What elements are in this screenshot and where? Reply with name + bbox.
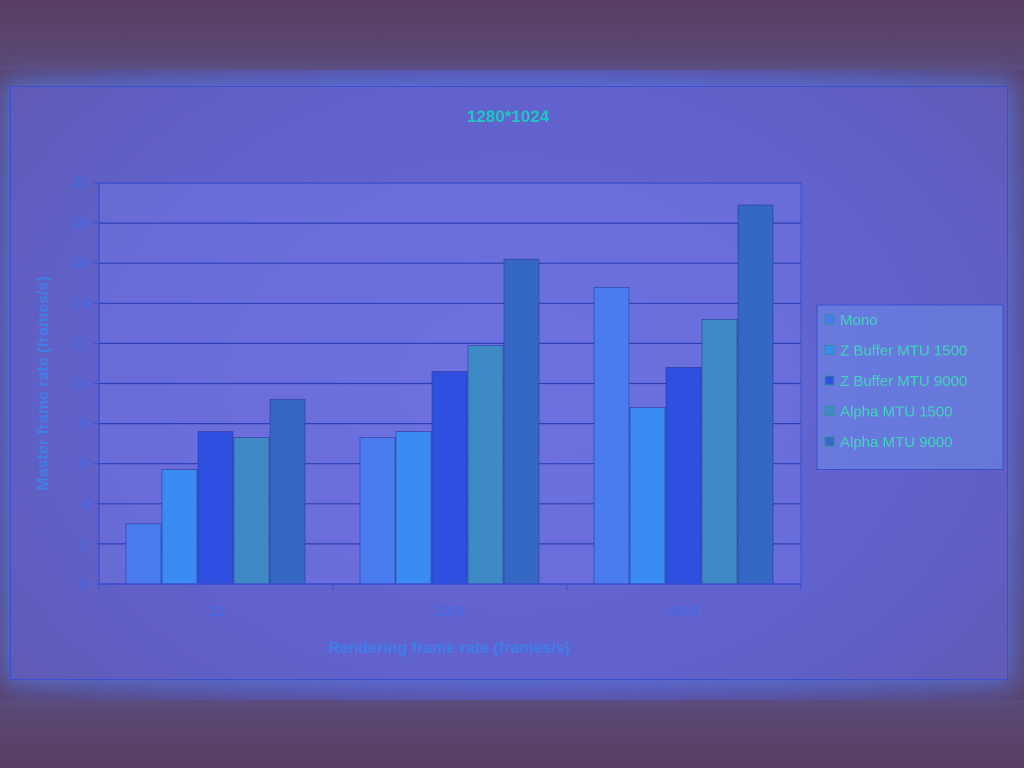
bar	[359, 437, 396, 585]
y-tick-label: 12	[72, 335, 89, 352]
bars	[125, 204, 774, 585]
bar	[431, 371, 468, 585]
chart-title: 1280*1024	[467, 107, 550, 126]
axes	[98, 182, 802, 590]
legend-entry: Alpha MTU 9000	[840, 434, 953, 451]
y-tick-label: 20	[72, 175, 89, 192]
x-tick-label: 29,8	[435, 603, 464, 620]
y-tick-label: 16	[72, 255, 89, 272]
x-axis-title: Rendering frame rate (frames/s)	[328, 640, 570, 657]
x-tick-label: 59,8	[669, 603, 698, 620]
bar	[395, 431, 432, 585]
bar	[593, 286, 630, 585]
y-tick-label: 4	[81, 496, 89, 513]
y-tick-label: 2	[81, 536, 89, 553]
bar	[161, 469, 198, 585]
bar	[125, 523, 162, 585]
legend-box	[816, 304, 1004, 470]
bar	[197, 431, 234, 585]
bar	[269, 399, 306, 585]
y-axis-title: Master frame rate (frames/s)	[35, 276, 52, 490]
bar	[629, 407, 666, 585]
bar	[233, 437, 270, 585]
bar	[467, 345, 504, 585]
top-background	[0, 0, 1024, 70]
legend-swatch	[824, 314, 835, 325]
legend-swatch	[824, 436, 835, 447]
bar	[737, 204, 774, 585]
bar	[665, 367, 702, 585]
legend-swatch	[824, 406, 835, 416]
x-tick-label: 12	[208, 603, 225, 620]
y-tick-label: 18	[72, 215, 89, 232]
legend-entry: Z Buffer MTU 9000	[840, 373, 967, 390]
legend-swatch	[824, 375, 835, 386]
y-tick-label: 8	[81, 416, 89, 433]
y-tick-label: 0	[81, 576, 89, 593]
legend-entry: Alpha MTU 1500	[840, 404, 953, 421]
legend: Mono Z Buffer MTU 1500 Z Buffer MTU 9000 Al…	[816, 304, 1004, 470]
legend-entry: Z Buffer MTU 1500	[840, 343, 967, 360]
y-tick-label: 6	[81, 456, 89, 473]
bar-chart: 0 2 4 6 8 10 12 14 16 18 20 12 29,8 59,8 1280*1024 Re…	[35, 107, 1004, 657]
chart-panel: 0 2 4 6 8 10 12 14 16 18 20 12 29,8 59,8 1280*1024 Re…	[10, 86, 1008, 680]
tick-labels: 0 2 4 6 8 10 12 14 16 18 20 12 29,8 59,8	[72, 175, 698, 620]
y-tick-label: 14	[72, 295, 89, 312]
y-tick-label: 10	[72, 376, 89, 393]
legend-entry: Mono	[840, 312, 878, 329]
legend-swatch	[824, 345, 835, 355]
bottom-background	[0, 700, 1024, 768]
bar	[503, 258, 540, 585]
bar	[701, 319, 738, 585]
